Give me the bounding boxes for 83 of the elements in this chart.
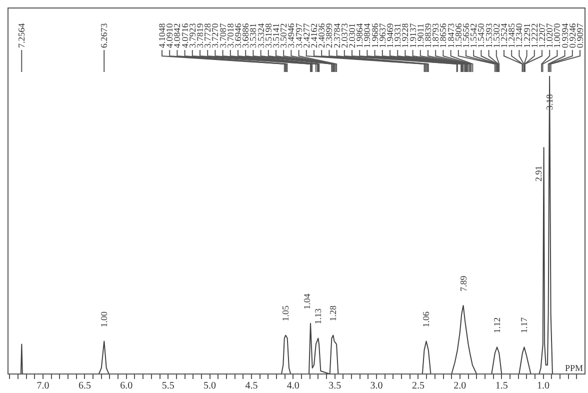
annotation: 3.6946 bbox=[233, 22, 243, 48]
annotation: 1.9804 bbox=[362, 22, 372, 48]
x-tick-label: 3.5 bbox=[328, 380, 342, 392]
annotation: 0.9394 bbox=[560, 22, 570, 48]
annotation: 1.17 bbox=[519, 316, 530, 334]
annotation: 1.8473 bbox=[446, 22, 456, 48]
x-tick-label: 6.5 bbox=[78, 380, 91, 392]
annotation: 2.3899 bbox=[324, 22, 334, 48]
annotation: 7.2564 bbox=[16, 22, 27, 48]
annotation: 2.4277 bbox=[301, 22, 312, 48]
annotation: 1.9228 bbox=[400, 22, 410, 48]
annotation: 3.7087 bbox=[218, 22, 228, 48]
annotation: 7.89 bbox=[458, 275, 468, 292]
annotation: 3.5141 bbox=[271, 23, 281, 48]
annotation: 3.4797 bbox=[294, 22, 304, 48]
annotation: 1.5656 bbox=[461, 22, 471, 48]
annotation: 1.2291 bbox=[522, 23, 532, 48]
annotation: 1.0070 bbox=[552, 22, 562, 48]
annotation: 3.7819 bbox=[195, 22, 205, 48]
annotation: 3.7728 bbox=[202, 22, 213, 48]
annotation: 3.7270 bbox=[210, 22, 220, 48]
annotation: 3.5198 bbox=[263, 22, 274, 48]
annotation: 4.1048 bbox=[157, 22, 167, 48]
x-tick-label: 4.0 bbox=[286, 380, 300, 392]
annotation: 3.4946 bbox=[286, 22, 296, 48]
annotation: 1.8793 bbox=[430, 22, 441, 48]
annotation: 1.9864 bbox=[354, 22, 365, 48]
annotation: 3.5381 bbox=[248, 23, 258, 48]
annotation: 1.5393 bbox=[484, 22, 494, 48]
annotation: 0.9097 bbox=[575, 22, 585, 48]
annotation: 1.5302 bbox=[491, 23, 502, 48]
x-tick-label: 4.5 bbox=[245, 380, 258, 392]
annotation: 3.5324 bbox=[256, 22, 266, 48]
annotation: 1.2222 bbox=[529, 23, 540, 48]
x-tick-label: 2.5 bbox=[412, 380, 424, 392]
annotation: 6.2673 bbox=[99, 22, 110, 48]
annotation: 1.5542 bbox=[468, 23, 479, 48]
annotation: 1.9469 bbox=[385, 22, 395, 48]
annotation: 3.7018 bbox=[225, 22, 236, 48]
annotation: 1.8839 bbox=[423, 22, 433, 48]
annotation: 1.04 bbox=[302, 293, 312, 310]
annotation: 4.0910 bbox=[164, 22, 175, 48]
annotation: 1.2340 bbox=[514, 22, 524, 48]
annotation: 1.9137 bbox=[408, 22, 418, 48]
annotation: 1.0207 bbox=[544, 22, 555, 48]
annotation: 1.5450 bbox=[476, 22, 486, 48]
annotation: 1.9637 bbox=[377, 22, 388, 48]
x-tick-label: 3.0 bbox=[370, 380, 383, 392]
annotation: 1.13 bbox=[313, 308, 324, 324]
annotation: 1.9011 bbox=[415, 24, 426, 48]
annotation: 2.0373 bbox=[339, 22, 350, 48]
annotation: 1.2485 bbox=[506, 22, 517, 48]
x-tick-label: 2.0 bbox=[454, 380, 466, 392]
annotation: 3.7923 bbox=[187, 22, 198, 48]
x-tick-label: 5.0 bbox=[204, 380, 216, 392]
x-tick-label: 1.5 bbox=[495, 380, 508, 392]
annotation: 1.05 bbox=[280, 305, 291, 322]
annotation: 2.91 bbox=[534, 166, 544, 182]
annotation: 1.9331 bbox=[392, 23, 403, 48]
annotation: 1.2524 bbox=[499, 22, 509, 48]
annotation: 3.18 bbox=[544, 94, 555, 110]
annotation: 1.06 bbox=[421, 310, 432, 328]
annotation: 1.00 bbox=[99, 310, 110, 328]
x-tick-label: 1.0 bbox=[537, 380, 550, 392]
annotation: 2.4162 bbox=[309, 23, 319, 48]
annotation: 0.9246 bbox=[567, 22, 578, 48]
annotation: 3.5072 bbox=[278, 23, 289, 48]
annotation: 1.9686 bbox=[370, 22, 380, 48]
annotation: 4.0842 bbox=[172, 23, 182, 48]
annotation: 1.8656 bbox=[438, 22, 448, 48]
x-axis-title: PPM bbox=[564, 362, 583, 373]
annotation: 2.4036 bbox=[316, 22, 327, 48]
x-tick-label: 7.0 bbox=[36, 380, 50, 392]
annotation: 1.28 bbox=[328, 305, 338, 322]
annotation: 2.3784 bbox=[332, 22, 342, 48]
annotation: 1.5806 bbox=[453, 22, 464, 48]
annotation: 4.0716 bbox=[180, 22, 190, 48]
annotation: 1.2207 bbox=[537, 22, 547, 48]
x-tick-label: 5.5 bbox=[162, 380, 174, 392]
annotation: 1.12 bbox=[492, 317, 502, 334]
x-tick-label: 6.0 bbox=[120, 380, 133, 392]
annotation: 2.0301 bbox=[347, 23, 357, 48]
annotation: 3.6886 bbox=[240, 22, 251, 48]
